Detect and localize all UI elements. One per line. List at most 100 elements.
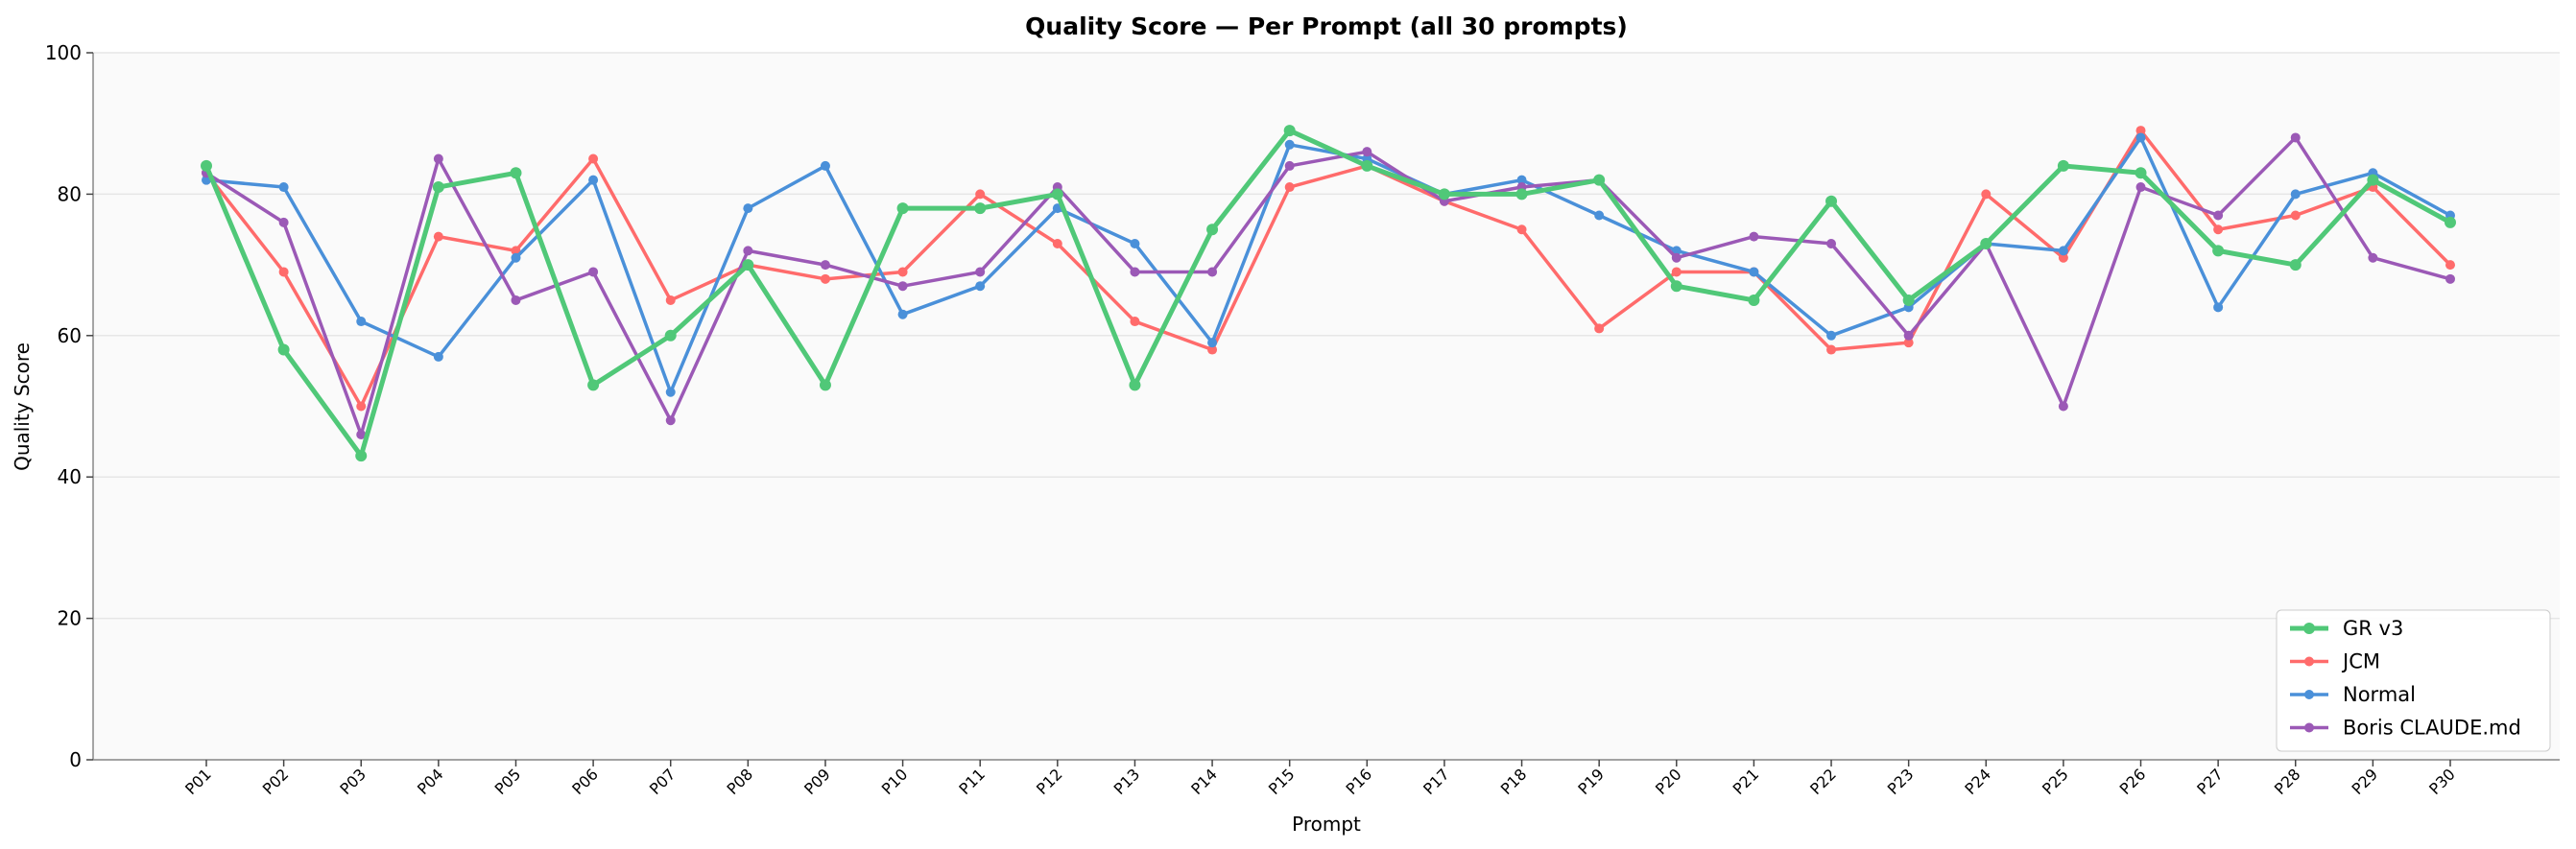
data-point [2445,273,2455,284]
data-point [2445,260,2455,271]
data-point [1671,267,1682,277]
data-point [588,153,599,164]
data-point [1593,174,1606,186]
legend-marker [2303,623,2315,634]
data-point [819,379,831,391]
data-point [511,252,521,263]
data-point [896,202,909,215]
data-point [975,281,986,292]
data-point [2213,302,2224,313]
data-point [2135,167,2147,179]
data-point [278,217,289,227]
x-tick-label: P18 [1497,765,1531,798]
data-point [356,429,367,439]
data-point [356,401,367,412]
y-tick-label: 80 [58,182,82,205]
data-point [1902,294,1915,306]
data-point [1903,338,1914,348]
data-point [1516,224,1527,235]
legend-box [2276,609,2551,752]
data-point [2058,401,2068,412]
x-tick-label: P30 [2425,765,2459,798]
data-point [2135,126,2146,136]
data-point [433,153,443,164]
data-point [1594,210,1605,221]
data-point [975,189,986,200]
x-tick-label: P10 [878,765,912,798]
data-point [1283,125,1296,137]
data-point [278,182,289,193]
x-tick-label: P24 [1961,765,1994,798]
y-tick-label: 100 [45,41,82,64]
legend-marker [2304,656,2314,667]
data-point [2135,132,2146,143]
data-point [820,160,830,171]
data-point [1052,238,1062,248]
x-tick-label: P14 [1187,765,1221,798]
data-point [742,259,754,271]
data-point [588,175,599,185]
data-point [588,267,599,277]
data-point [511,295,521,305]
x-tick-label: P07 [646,765,680,798]
x-tick-label: P19 [1574,765,1608,798]
data-point [1207,338,1218,348]
series-line [205,135,2451,436]
data-point [1594,323,1605,334]
data-point [897,309,908,319]
data-point [820,273,830,284]
x-tick-label: P15 [1265,765,1299,798]
data-point [1130,267,1140,277]
data-point [1671,252,1682,263]
x-tick-label: P13 [1110,765,1144,798]
x-tick-label: P06 [568,765,602,798]
data-point [1516,175,1527,185]
x-tick-label: P27 [2193,765,2227,798]
y-tick-label: 20 [58,607,82,630]
data-point [1207,267,1218,277]
data-point [2290,210,2301,221]
data-point [433,351,443,362]
data-point [2213,224,2224,235]
data-point [1284,182,1295,193]
y-tick-label: 60 [58,324,82,347]
x-tick-label: P08 [724,765,757,798]
data-point [1670,280,1682,293]
x-tick-label: P11 [955,765,989,798]
series-layer [201,125,2456,462]
data-point [2212,245,2225,257]
data-point [665,415,676,426]
x-tick-label: P20 [1652,765,1685,798]
data-point [1903,330,1914,341]
x-tick-label: P03 [336,765,370,798]
data-point [743,246,753,256]
data-point [1981,189,1992,200]
data-point [2058,252,2068,263]
data-point [1826,238,1837,248]
data-point [433,231,443,242]
chart-title: Quality Score — Per Prompt (all 30 promp… [1025,12,1628,40]
x-tick-label: P02 [259,765,293,798]
y-tick-label: 40 [58,465,82,488]
data-point [2058,246,2068,256]
y-tick-label: 0 [69,748,82,771]
data-point [2445,216,2456,228]
x-tick-label: P04 [414,765,447,798]
data-point [2289,259,2302,271]
data-point [1980,237,1992,249]
data-point [1826,344,1837,355]
data-point [664,329,677,342]
legend-label: GR v3 [2343,617,2403,640]
data-point [1825,195,1838,207]
legend-marker [2304,722,2314,733]
series-line [205,135,2451,394]
data-point [1051,188,1063,200]
data-point [1749,267,1759,277]
data-point [1129,379,1141,391]
x-tick-label: P09 [800,765,834,798]
data-point [2057,159,2069,172]
x-tick-label: P25 [2039,765,2072,798]
data-point [665,295,676,305]
data-point [277,343,290,356]
x-tick-label: P22 [1806,765,1840,798]
